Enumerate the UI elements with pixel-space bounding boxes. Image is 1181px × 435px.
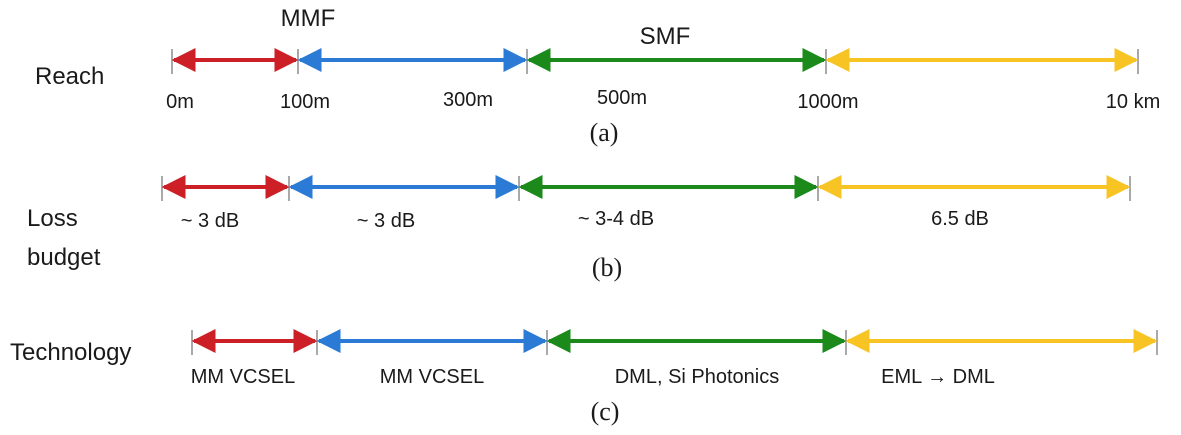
segment-label: DML, Si Photonics xyxy=(615,366,780,388)
row-label: budget xyxy=(27,244,101,271)
segment-label: EML → DML xyxy=(881,366,995,388)
segment-label: 10 km xyxy=(1106,91,1160,113)
segment-label: 500m xyxy=(597,87,647,109)
row-loss-budget: Loss budget ~ 3 dB ~ 3 dB ~ 3-4 dB 6.5 dB (b) xyxy=(27,175,1131,282)
row-technology: Technology MM VCSEL MM VCSEL DML, Si Photon… xyxy=(10,329,1158,426)
fiber-type-label: MMF xyxy=(281,5,336,32)
segment-label: 1000m xyxy=(797,91,858,113)
row-label: Reach xyxy=(35,63,104,90)
row-label: Loss xyxy=(27,205,78,232)
segment-label: ~ 3-4 dB xyxy=(578,208,654,230)
row-reach: Reach MMF SMF 0m 100m 300m 500m 1000m 10 km (a) xyxy=(35,5,1160,147)
subfigure-caption: (c) xyxy=(591,397,620,426)
segment-label: MM VCSEL xyxy=(380,366,484,388)
segment-label: 300m xyxy=(443,89,493,111)
segment-label: 100m xyxy=(280,91,330,113)
fiber-type-label: SMF xyxy=(640,23,691,50)
segment-label: MM VCSEL xyxy=(191,366,295,388)
segment-label: 6.5 dB xyxy=(931,208,989,230)
subfigure-caption: (b) xyxy=(592,253,622,282)
subfigure-caption: (a) xyxy=(590,118,619,147)
segment-label: ~ 3 dB xyxy=(181,210,239,232)
row-label: Technology xyxy=(10,339,131,366)
segment-label: ~ 3 dB xyxy=(357,210,415,232)
segment-label: 0m xyxy=(166,91,194,113)
